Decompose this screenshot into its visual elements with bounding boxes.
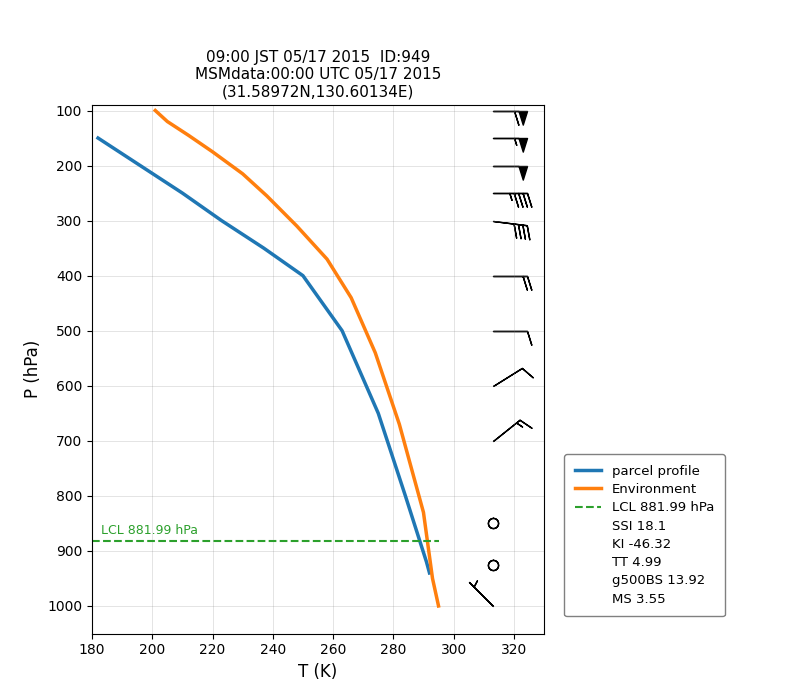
Legend: parcel profile, Environment, LCL 881.99 hPa, SSI 18.1, KI -46.32, TT 4.99, g500B: parcel profile, Environment, LCL 881.99 … <box>564 454 725 616</box>
parcel profile <box>94 134 103 142</box>
parcel profile <box>401 491 410 500</box>
Environment <box>150 106 160 115</box>
parcel profile <box>135 162 145 170</box>
Environment <box>184 131 194 139</box>
parcel profile <box>338 326 347 335</box>
parcel profile <box>259 244 269 252</box>
Environment <box>208 148 218 156</box>
Title: 09:00 JST 05/17 2015  ID:949
MSMdata:00:00 UTC 05/17 2015
(31.58972N,130.60134E): 09:00 JST 05/17 2015 ID:949 MSMdata:00:0… <box>195 50 441 99</box>
Text: LCL 881.99 hPa: LCL 881.99 hPa <box>101 524 198 538</box>
Line: Environment: Environment <box>155 111 438 606</box>
Environment <box>238 169 247 178</box>
Line: parcel profile: parcel profile <box>98 138 430 573</box>
parcel profile <box>178 189 187 197</box>
Y-axis label: P (hPa): P (hPa) <box>23 340 42 398</box>
Environment <box>322 255 332 263</box>
Environment <box>346 293 356 302</box>
Environment <box>162 118 172 126</box>
Environment <box>262 192 271 200</box>
parcel profile <box>425 568 434 577</box>
Environment <box>394 420 404 428</box>
Environment <box>428 574 438 582</box>
X-axis label: T (K): T (K) <box>298 663 338 681</box>
parcel profile <box>217 216 226 225</box>
Environment <box>434 602 443 610</box>
parcel profile <box>374 409 383 417</box>
parcel profile <box>422 558 431 566</box>
Environment <box>418 508 428 517</box>
Environment <box>292 222 302 230</box>
Environment <box>370 349 380 357</box>
parcel profile <box>298 272 308 280</box>
